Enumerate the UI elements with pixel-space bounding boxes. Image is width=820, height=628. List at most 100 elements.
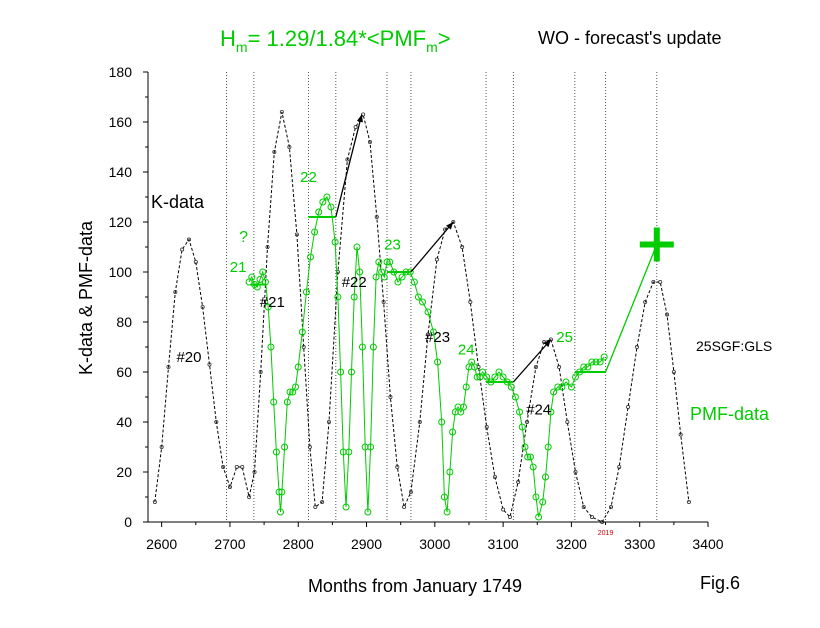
pmf-data-point [264, 303, 272, 311]
k-data-point [345, 157, 350, 162]
question-mark-label: ? [239, 229, 248, 246]
pmf-data-label: PMF-data [690, 404, 770, 424]
pmf-data-point [529, 463, 537, 471]
pmf-cycle-label: 21 [230, 259, 247, 276]
pmf-data-point [319, 198, 327, 206]
pmf-data-point [369, 343, 377, 351]
pmf-data-point [532, 493, 540, 501]
y-axis-label: K-data & PMF-data [76, 220, 96, 375]
x-tick-label: 3200 [556, 536, 587, 552]
pmf-data-point [521, 443, 529, 451]
k-data-point [573, 469, 578, 474]
k-data-point [643, 299, 648, 304]
y-tick-label: 140 [109, 164, 133, 180]
k-data-point [468, 299, 473, 304]
k-data-point [402, 504, 407, 509]
pmf-data-point [580, 363, 588, 371]
pmf-data-point [327, 203, 335, 211]
pmf-data-point [256, 276, 264, 283]
k-data-series [152, 110, 691, 525]
trend-arrow-line [604, 244, 658, 373]
pmf-data-point [294, 363, 302, 371]
k-data-point [207, 362, 212, 367]
cycle-mean-lines [250, 216, 606, 383]
x-tick-label: 2700 [214, 536, 245, 552]
k-data-point [159, 444, 164, 449]
k-data-point [320, 499, 325, 504]
k-data-point [214, 419, 219, 424]
x-tick-label: 2900 [351, 536, 382, 552]
k-data-point [408, 489, 413, 494]
pmf-data-point [499, 373, 507, 381]
k-data-point [166, 364, 171, 369]
k-cycle-label: #22 [342, 274, 367, 291]
k-cycle-label: #20 [176, 349, 201, 366]
pmf-data-point [353, 243, 361, 251]
pmf-data-point [424, 308, 432, 316]
k-data-point [589, 515, 594, 520]
k-data-point [678, 432, 683, 437]
k-data-point [634, 344, 639, 349]
pmf-data-point [276, 508, 284, 516]
k-data-point [460, 244, 465, 249]
pmf-data-point [398, 273, 406, 281]
pmf-data-point [358, 343, 366, 351]
formula-title: Hm= 1.29/1.84*<PMFm> [220, 26, 451, 55]
pmf-data-point [507, 383, 515, 391]
pmf-data-point [267, 343, 275, 351]
k-data-point [240, 464, 245, 469]
pmf-data-point [281, 443, 289, 451]
pmf-data-point [567, 383, 575, 391]
pmf-data-point [470, 363, 478, 371]
pmf-data-point [516, 408, 524, 416]
pmf-data-point [535, 513, 543, 521]
y-tick-label: 180 [109, 64, 133, 80]
k-data-point [651, 279, 656, 284]
pmf-data-point [558, 383, 566, 391]
k-data-point [609, 504, 614, 509]
k-data-point [307, 444, 312, 449]
source-label: 25SGF:GLS [696, 338, 772, 354]
pmf-data-point [473, 373, 481, 381]
pmf-data-point [394, 278, 402, 286]
pmf-data-point [337, 368, 345, 376]
k-data-point [234, 464, 239, 469]
k-data-point [417, 419, 422, 424]
formula-mid: = 1.29/1.84*<PMF [248, 26, 427, 51]
trend-arrow-line [410, 221, 454, 273]
k-data-point [565, 419, 570, 424]
formula-sub2: m [426, 39, 438, 55]
pmf-data-point [547, 408, 555, 416]
pmf-cycle-label: 22 [300, 169, 317, 186]
y-tick-label: 80 [116, 314, 132, 330]
pmf-data-point [600, 353, 608, 361]
pmf-data-point [372, 273, 380, 281]
x-tick-label: 3400 [692, 536, 723, 552]
k-data-point [152, 499, 157, 504]
trend-arrow-line [335, 114, 363, 218]
pmf-data-point [584, 363, 592, 371]
pmf-data-point [446, 468, 454, 476]
x-tick-label: 3000 [419, 536, 450, 552]
k-cycle-label: #24 [526, 402, 551, 419]
pmf-data-point [356, 268, 364, 276]
k-data-point [542, 339, 547, 344]
k-data-point [353, 125, 358, 130]
pmf-data-point [383, 258, 391, 266]
k-data-point [180, 247, 185, 252]
y-tick-label: 160 [109, 114, 133, 130]
pmf-data-point [283, 398, 291, 406]
pmf-data-point [348, 368, 356, 376]
k-data-point [425, 332, 430, 337]
k-data-point [265, 244, 270, 249]
trend-arrow-head [543, 339, 551, 348]
k-data-point [484, 424, 489, 429]
k-cycle-label: #21 [260, 294, 285, 311]
vertical-dotted-lines [226, 72, 658, 522]
k-data-point [492, 474, 497, 479]
k-data-point [247, 494, 252, 499]
k-data-point [313, 504, 318, 509]
pmf-data-point [361, 443, 369, 451]
y-tick-label: 100 [109, 264, 133, 280]
x-tick-label: 2800 [283, 536, 314, 552]
